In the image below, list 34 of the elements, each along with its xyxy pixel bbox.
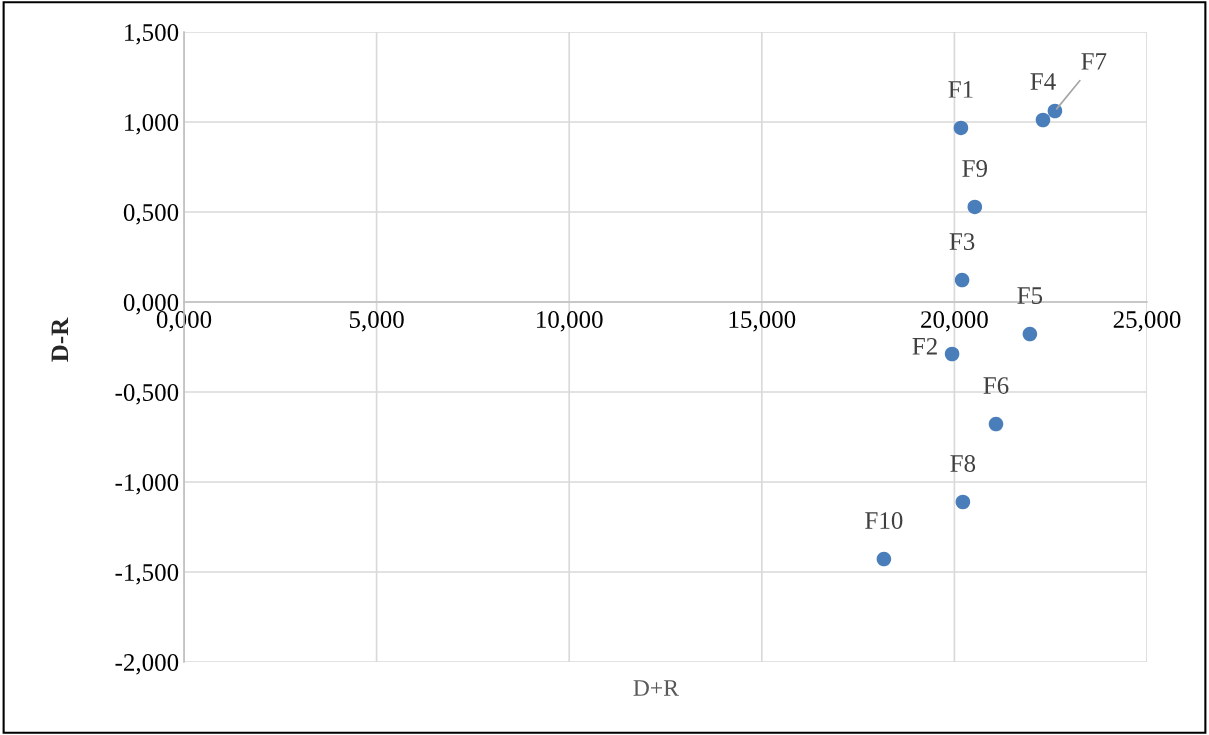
y-tick-label: -1,500 xyxy=(115,564,179,585)
annotation: F9 xyxy=(962,160,987,177)
annotation: F6 xyxy=(983,377,1009,394)
annotation: F7 xyxy=(1081,53,1107,70)
annotation: F4 xyxy=(1030,73,1056,90)
point xyxy=(1022,326,1038,342)
point xyxy=(1035,112,1051,128)
annotation: F10 xyxy=(865,512,903,529)
x-tick-label: 25,000 xyxy=(1113,311,1181,332)
y-tick-label: 1,000 xyxy=(125,114,179,135)
point xyxy=(953,120,969,136)
point xyxy=(954,272,970,288)
annotation: F2 xyxy=(912,337,937,355)
y-axis-title: D-R xyxy=(51,317,69,362)
y-tick-label: -0,500 xyxy=(115,384,179,405)
annotation: F5 xyxy=(1017,287,1043,304)
y-tick-label: -1,000 xyxy=(115,474,179,495)
x-axis-title: D+R xyxy=(633,680,679,696)
y-tick-label: 0,500 xyxy=(123,204,179,225)
y-tick-label: -2,000 xyxy=(115,654,179,675)
point xyxy=(1047,103,1063,119)
x-tick-label: 15,000 xyxy=(729,311,796,332)
x-tick-label: 5,000 xyxy=(349,311,404,332)
point xyxy=(988,416,1004,432)
annotation: F1 xyxy=(948,81,973,98)
x-tick-label: 10,000 xyxy=(537,311,603,332)
annotation: F8 xyxy=(950,455,976,472)
point xyxy=(876,551,892,567)
annotation: F3 xyxy=(949,233,975,250)
point xyxy=(955,494,971,510)
y-tick-label: 1,500 xyxy=(125,24,179,45)
x-tick-label: 20,000 xyxy=(921,311,988,332)
point xyxy=(967,199,983,215)
point xyxy=(944,346,960,362)
